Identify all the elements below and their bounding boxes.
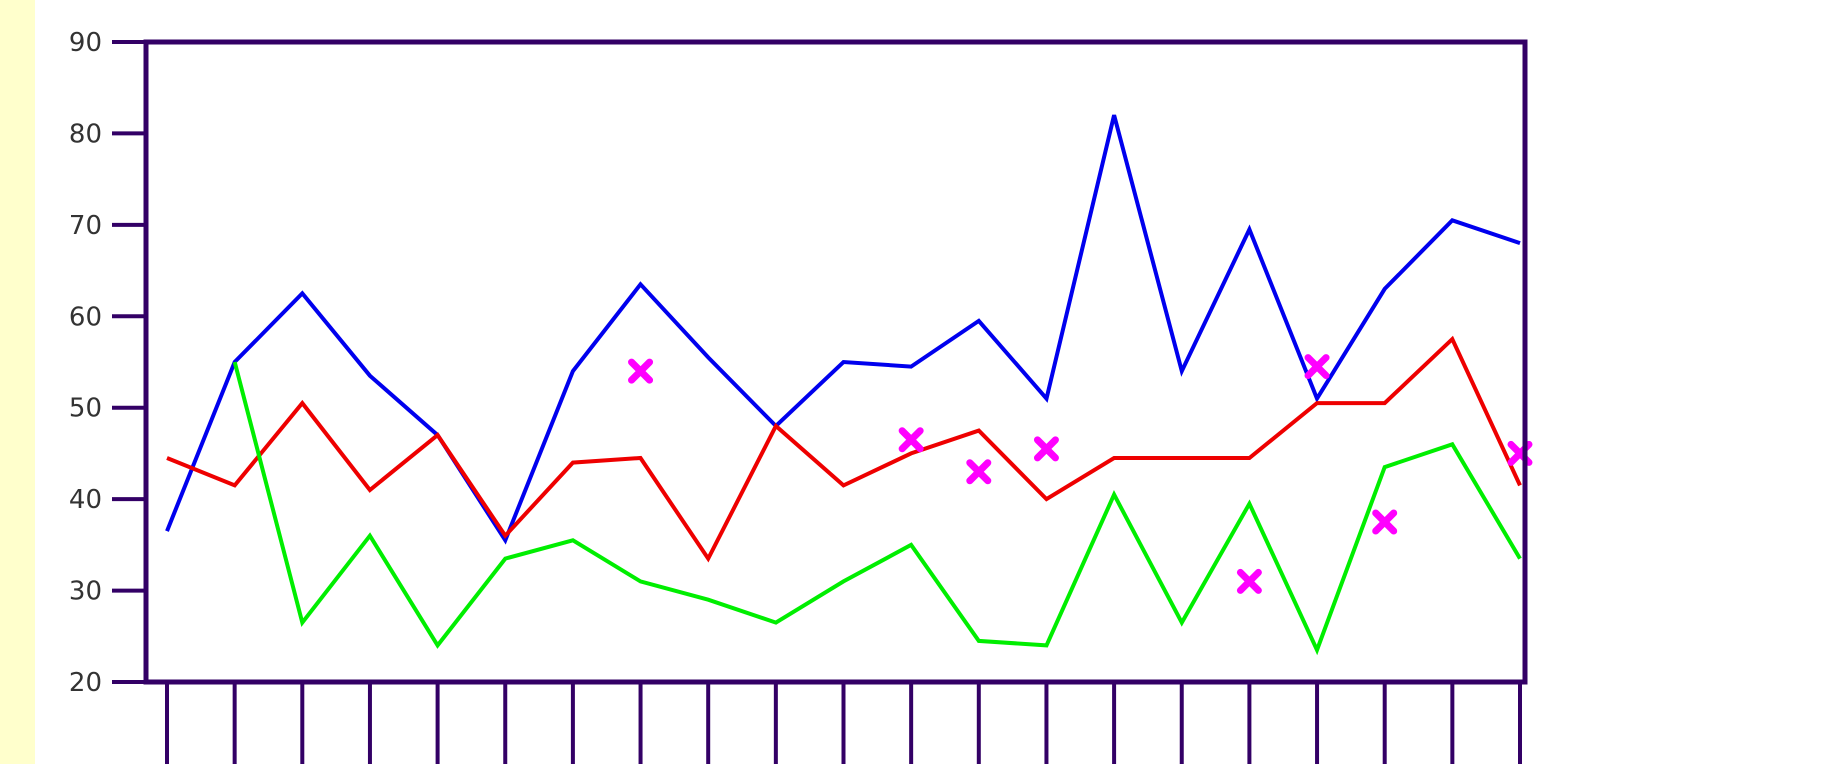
scatter-point-marker bbox=[1236, 568, 1262, 594]
y-tick-label: 20 bbox=[69, 668, 102, 698]
y-axis: 90 80 70 60 50 40 30 20 bbox=[69, 28, 146, 698]
y-tick-label: 80 bbox=[69, 119, 102, 149]
series-layer bbox=[165, 114, 1522, 656]
left-margin-band bbox=[0, 0, 35, 764]
y-tick-label: 70 bbox=[69, 211, 102, 241]
scatter-layer bbox=[628, 354, 1533, 594]
scatter-point-marker bbox=[898, 427, 924, 453]
y-tick-label: 30 bbox=[69, 577, 102, 607]
y-tick-label: 40 bbox=[69, 485, 102, 515]
series-line-1 bbox=[165, 114, 1521, 545]
x-axis bbox=[165, 682, 1522, 764]
plot-frame bbox=[143, 39, 1528, 685]
y-tick-label: 60 bbox=[69, 302, 102, 332]
scatter-point-marker bbox=[1372, 509, 1398, 535]
series-line-2 bbox=[166, 335, 1522, 563]
scatter-point-marker bbox=[966, 459, 992, 485]
scatter-point-marker bbox=[628, 358, 654, 384]
y-tick-label: 90 bbox=[69, 28, 102, 58]
scatter-point-marker bbox=[1033, 436, 1059, 462]
series-line-3 bbox=[232, 361, 1522, 656]
y-tick-label: 50 bbox=[69, 394, 102, 424]
plot-area bbox=[146, 42, 1525, 682]
scatter-point-marker bbox=[1304, 354, 1330, 380]
